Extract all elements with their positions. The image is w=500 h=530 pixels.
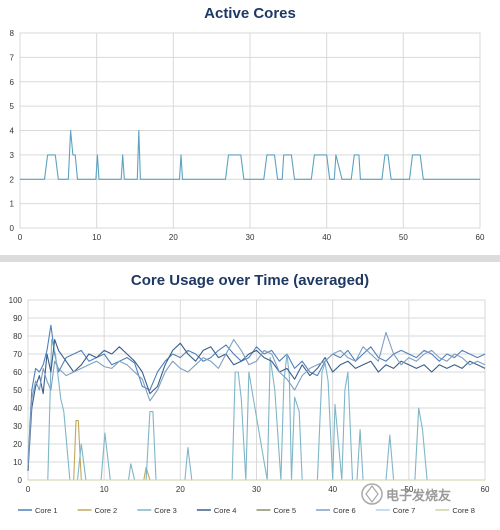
legend-label: Core 4 [214,506,237,515]
y-tick-label: 60 [13,368,22,377]
legend-label: Core 1 [35,506,58,515]
x-tick-label: 40 [322,233,331,242]
watermark-logo: 电子发烧友 [361,483,451,505]
chart-title: Active Cores [204,5,296,22]
y-tick-label: 1 [10,200,15,209]
y-tick-label: 80 [13,332,22,341]
svg-text:电子发烧友: 电子发烧友 [386,488,451,503]
legend-label: Core 6 [333,506,356,515]
active-cores-panel: Active Cores 0 1 2 3 4 5 6 7 8 0 10 20 30 40 50 60 [0,0,500,255]
x-tick-label: 0 [26,485,31,494]
core-usage-panel: Core Usage over Time (averaged) 0 10 20 30 4… [0,262,500,530]
legend-label: Core 5 [274,506,297,515]
legend-label: Core 8 [452,506,475,515]
y-tick-label: 50 [13,386,22,395]
y-tick-label: 7 [10,53,15,62]
x-tick-label: 50 [399,233,408,242]
x-tick-label: 40 [328,485,337,494]
series-line-core-3 [28,339,485,481]
y-tick-label: 6 [10,78,15,87]
y-tick-label: 3 [10,151,15,160]
x-tick-label: 0 [18,233,23,242]
y-tick-label: 20 [13,440,22,449]
y-tick-label: 5 [10,102,15,111]
y-tick-label: 70 [13,350,22,359]
y-tick-label: 90 [13,314,22,323]
series-line-core-6 [27,331,486,466]
x-tick-label: 10 [92,233,101,242]
x-tick-label: 60 [476,233,485,242]
x-tick-label: 10 [100,485,109,494]
chart-title: Core Usage over Time (averaged) [130,272,370,289]
legend-label: Core 2 [95,506,118,515]
x-tick-label: 30 [252,485,261,494]
series-line-1 [20,129,480,180]
active-cores-chart: 0 1 2 3 4 5 6 7 8 0 10 20 30 40 50 60 [10,29,485,242]
y-tick-label: 2 [10,175,15,184]
core-usage-chart: 0 10 20 30 40 50 60 70 80 90 100 0 10 20 30 40 50 60 Core … [9,296,490,515]
y-tick-label: 30 [13,422,22,431]
panel-divider [0,255,500,262]
y-tick-label: 0 [18,476,23,485]
y-tick-label: 4 [10,127,15,136]
y-tick-label: 100 [9,296,23,305]
y-tick-label: 10 [13,458,22,467]
x-tick-label: 50 [404,485,413,494]
x-tick-label: 20 [169,233,178,242]
x-tick-label: 20 [176,485,185,494]
legend-label: Core 7 [393,506,416,515]
x-tick-label: 60 [481,485,490,494]
x-tick-label: 30 [246,233,255,242]
y-tick-label: 8 [10,29,15,38]
legend-label: Core 3 [154,506,177,515]
y-tick-label: 40 [13,404,22,413]
y-tick-label: 0 [10,224,15,233]
